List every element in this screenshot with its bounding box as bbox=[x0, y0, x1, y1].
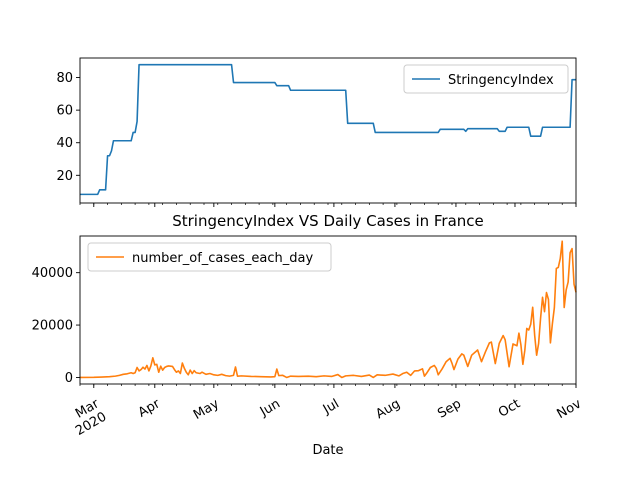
y-tick-label: 40 bbox=[56, 136, 73, 151]
bottom-chart-title: StringencyIndex VS Daily Cases in France bbox=[172, 212, 484, 230]
x-tick-label: Jun bbox=[257, 396, 283, 420]
y-tick-label: 60 bbox=[56, 104, 73, 119]
top-axes-stringency: 20 40 60 80 StringencyIndex bbox=[56, 57, 577, 207]
legend: number_of_cases_each_day bbox=[87, 242, 332, 272]
legend-box bbox=[403, 64, 569, 94]
x-tick-label: Oct bbox=[496, 396, 523, 420]
x-tick-label: Sep bbox=[435, 396, 464, 421]
x-tick-label: May bbox=[191, 396, 222, 423]
x-tick-label: Nov bbox=[555, 396, 585, 422]
bottom-axes-daily-cases: 0 20000 40000 Mar2020 Apr May Jun Jul Aug Sep Oct N… bbox=[32, 235, 585, 439]
series-line-number-of-cases-each-day bbox=[79, 240, 577, 379]
x-tick-label: Aug bbox=[373, 396, 402, 422]
legend-entry-label: StringencyIndex bbox=[448, 73, 554, 88]
series-line-stringencyindex bbox=[80, 63, 576, 196]
legend-entry-label: number_of_cases_each_day bbox=[132, 251, 313, 266]
y-tick-label: 80 bbox=[56, 71, 73, 86]
x-axis-label: Date bbox=[312, 443, 343, 458]
y-tick-label: 40000 bbox=[32, 266, 73, 281]
x-tick-label: Mar2020 bbox=[66, 396, 110, 439]
y-tick-label: 20000 bbox=[32, 319, 73, 334]
legend-box bbox=[87, 242, 332, 272]
x-tick-label: Apr bbox=[136, 396, 164, 421]
y-tick-label: 0 bbox=[65, 371, 73, 386]
legend: StringencyIndex bbox=[403, 64, 569, 94]
y-tick-label: 20 bbox=[56, 169, 73, 184]
x-tick-label: Jul bbox=[320, 396, 342, 417]
